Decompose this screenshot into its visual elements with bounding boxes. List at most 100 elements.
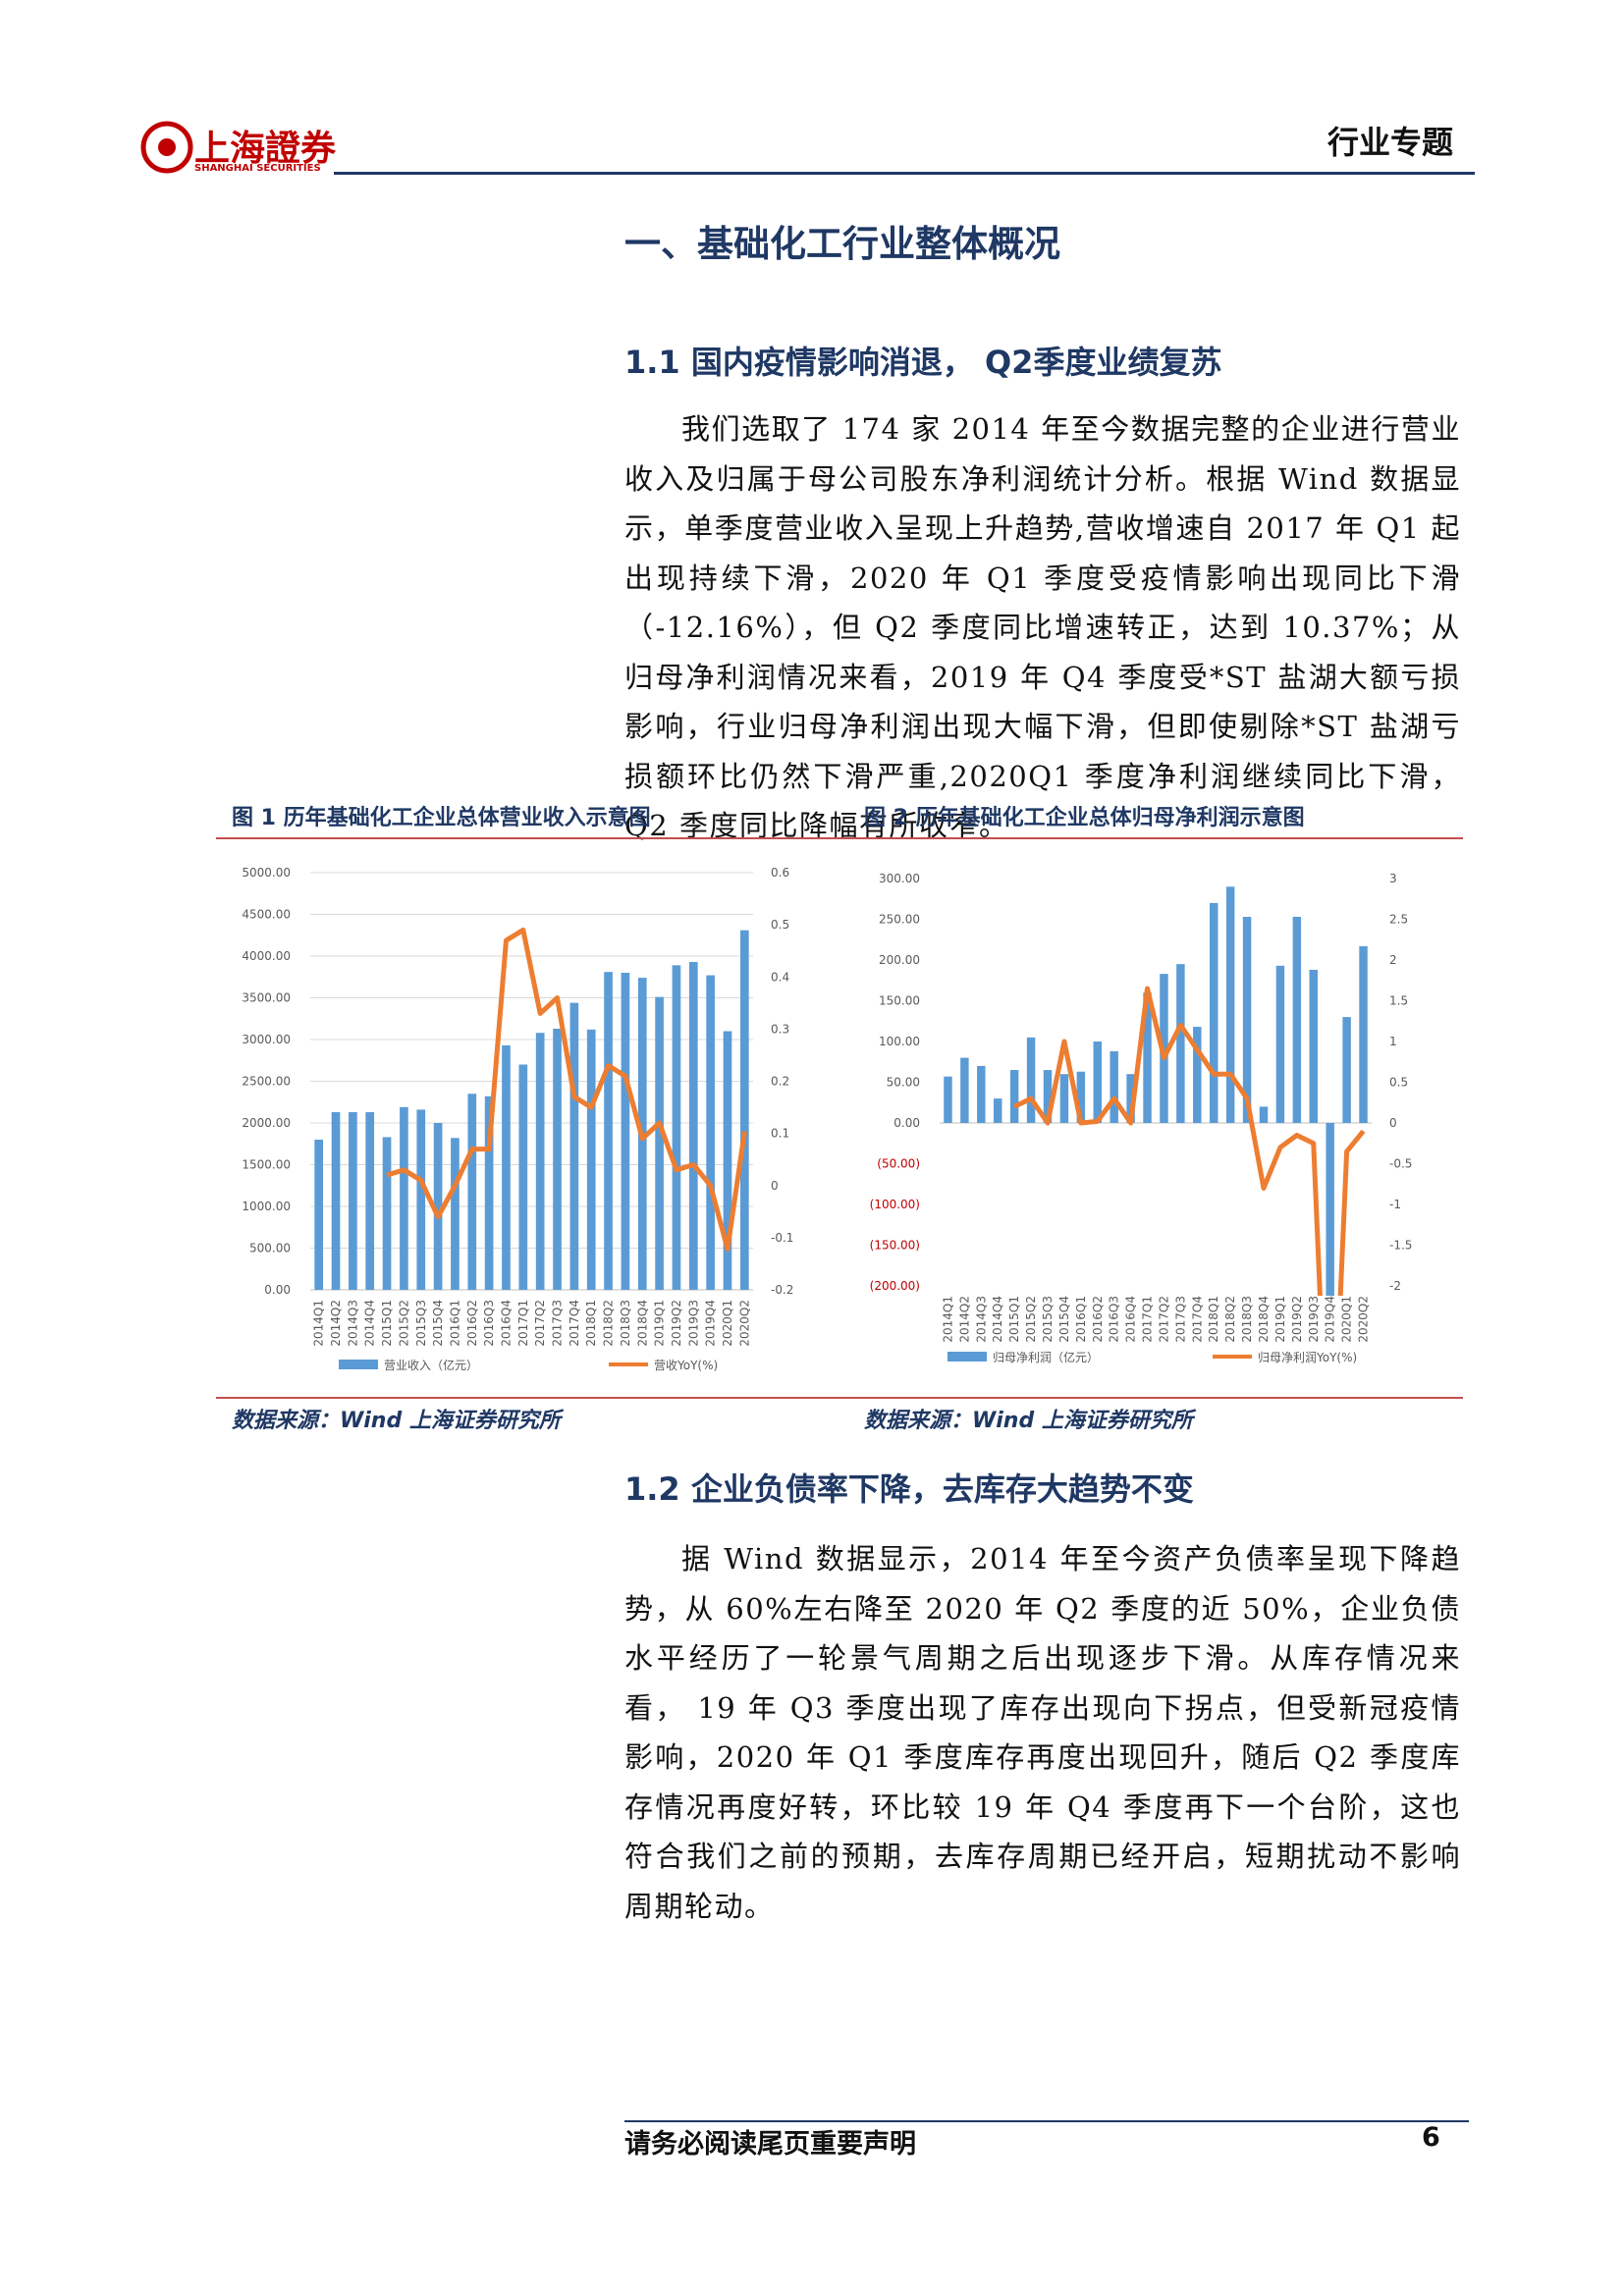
bar: [1143, 992, 1152, 1123]
y-tick-label: 0.00: [264, 1283, 291, 1297]
plot: [314, 927, 749, 1290]
y2-tick-label: -0.2: [771, 1283, 793, 1297]
y2-tick-label: 0.4: [771, 970, 789, 984]
y-tick-label: 250.00: [879, 913, 920, 927]
x-tick-label: 2016Q2: [465, 1300, 479, 1347]
y2-tick-label: -0.1: [771, 1231, 793, 1245]
y2-tick-label: 0: [1389, 1116, 1397, 1130]
bar: [688, 961, 698, 1290]
y-tick-label: 150.00: [879, 994, 920, 1008]
bar: [535, 1033, 545, 1290]
bar: [1076, 1071, 1086, 1123]
bar: [604, 972, 613, 1290]
bar: [739, 930, 749, 1290]
y2-tick-label: 3: [1389, 872, 1397, 885]
legend-label: 营收YoY(%): [654, 1359, 718, 1372]
x-tick-label: 2019Q1: [1273, 1296, 1287, 1343]
y-tick-label: 0.00: [893, 1116, 920, 1130]
y-tick-label: 4000.00: [242, 949, 291, 963]
x-tick-label: 2014Q4: [363, 1300, 377, 1347]
x-tick-label: 2020Q1: [721, 1300, 734, 1347]
bar: [706, 975, 715, 1290]
figure-rule: [216, 1397, 1463, 1399]
bar: [1275, 965, 1285, 1123]
legend-label: 归母净利润（亿元）: [993, 1350, 1099, 1364]
x-tick-label: 2016Q3: [482, 1300, 496, 1347]
header-category: 行业专题: [1327, 124, 1454, 161]
bar: [349, 1111, 357, 1290]
figure-rule: [216, 837, 1463, 839]
x-tick-label: 2017Q3: [1173, 1296, 1187, 1343]
legend-label: 营业收入（亿元）: [384, 1358, 478, 1372]
x-tick-label: 2014Q1: [312, 1300, 326, 1347]
bar: [1026, 1037, 1036, 1123]
bar: [1342, 1017, 1351, 1123]
legend-label: 归母净利润YoY(%): [1258, 1351, 1357, 1364]
footer-notice: 请务必阅读尾页重要声明: [624, 2129, 916, 2160]
bar: [1176, 964, 1185, 1123]
bar: [382, 1137, 392, 1290]
x-tick-label: 2016Q1: [448, 1300, 461, 1347]
x-tick-label: 2019Q4: [704, 1300, 718, 1347]
bar: [944, 1076, 952, 1123]
bar: [960, 1057, 969, 1123]
bar: [314, 1140, 324, 1290]
x-tick-label: 2017Q3: [551, 1300, 565, 1347]
bar: [586, 1029, 596, 1290]
bar: [672, 965, 681, 1290]
header-rule: [334, 172, 1475, 175]
x-tick-label: 2020Q1: [1340, 1296, 1354, 1343]
footer-rule: [624, 2120, 1469, 2122]
bar: [1009, 1070, 1019, 1123]
bar: [1210, 902, 1218, 1123]
x-tick-label: 2018Q4: [635, 1300, 649, 1347]
x-tick-label: 2018Q1: [1207, 1296, 1220, 1343]
line-series: [386, 927, 747, 1252]
y-tick-label: (200.00): [870, 1279, 920, 1293]
x-tick-label: 2015Q4: [1057, 1296, 1071, 1343]
y2-tick-label: 0.5: [771, 918, 789, 932]
x-tick-label: 2016Q4: [499, 1300, 513, 1347]
y-tick-label: (50.00): [877, 1157, 920, 1171]
bar: [1359, 945, 1368, 1123]
bar: [1292, 917, 1302, 1123]
x-tick-label: 2014Q2: [329, 1300, 343, 1347]
y2-tick-label: 1: [1389, 1035, 1397, 1048]
x-tick-label: 2020Q2: [737, 1300, 751, 1347]
y2-tick-label: 0.1: [771, 1127, 789, 1141]
y-tick-label: 500.00: [249, 1242, 291, 1255]
x-tick-label: 2015Q3: [1041, 1296, 1055, 1343]
y-tick-label: 100.00: [879, 1035, 920, 1048]
x-tick-label: 2018Q4: [1257, 1296, 1271, 1343]
y-tick-label: 5000.00: [242, 866, 291, 880]
figure-title: 图 1 历年基础化工企业总体营业收入示意图: [232, 805, 651, 830]
y2-tick-label: 0.2: [771, 1075, 789, 1089]
x-tick-label: 2014Q3: [346, 1300, 359, 1347]
bar: [994, 1098, 1002, 1123]
y-tick-label: 2000.00: [242, 1116, 291, 1130]
bar: [467, 1094, 477, 1290]
bar: [1093, 1041, 1102, 1123]
x-tick-label: 2019Q2: [1290, 1296, 1304, 1343]
x-tick-label: 2016Q4: [1124, 1296, 1138, 1343]
bar: [723, 1031, 732, 1290]
y2-tick-label: -1: [1389, 1198, 1401, 1211]
y2-tick-label: 2.5: [1389, 913, 1408, 927]
y-tick-label: 1000.00: [242, 1200, 291, 1213]
paragraph: 我们选取了 174 家 2014 年至今数据完整的企业进行营业收入及归属于母公司…: [624, 412, 1461, 842]
bar: [569, 1002, 579, 1290]
y2-tick-label: 0.3: [771, 1022, 789, 1036]
x-tick-label: 2018Q1: [584, 1300, 598, 1347]
logo-en: SHANGHAI SECURITIES: [194, 163, 321, 174]
x-tick-label: 2015Q3: [414, 1300, 428, 1347]
x-tick-label: 2019Q1: [653, 1300, 667, 1347]
section-title: 一、基础化工行业整体概况: [624, 223, 1060, 265]
bar: [400, 1106, 408, 1290]
subsection-title: 1.2 企业负债率下降，去库存大趋势不变: [624, 1470, 1194, 1508]
y2-tick-label: -0.5: [1389, 1157, 1412, 1171]
x-tick-label: 2019Q3: [1307, 1296, 1321, 1343]
x-tick-label: 2014Q2: [957, 1296, 971, 1343]
plot: [944, 886, 1368, 1296]
figure-title: 图 2 历年基础化工企业总体归母净利润示意图: [864, 805, 1305, 830]
